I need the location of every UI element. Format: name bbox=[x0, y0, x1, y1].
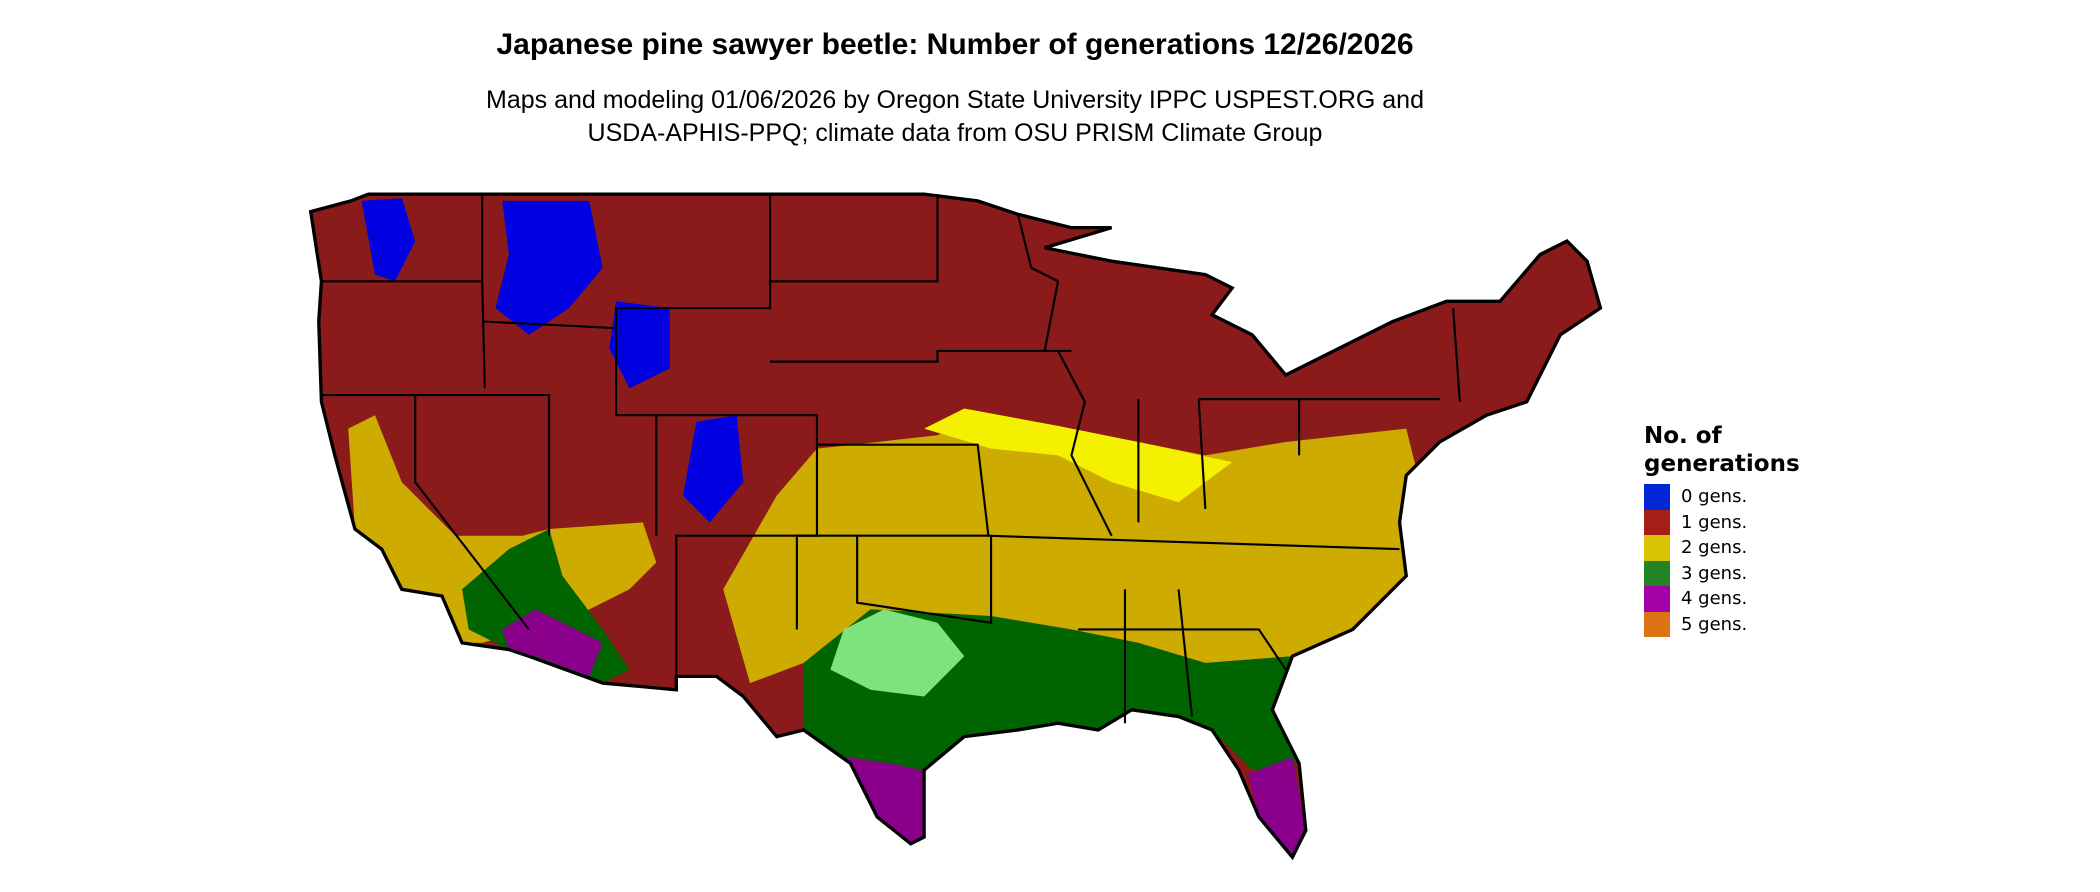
legend-label: 0 gens. bbox=[1681, 486, 1748, 508]
legend-swatch-2 bbox=[1644, 535, 1670, 561]
zone-0-gen-washington bbox=[361, 198, 416, 282]
legend-label: 3 gens. bbox=[1681, 562, 1748, 584]
zone-2-gen-east-highlight bbox=[924, 408, 1233, 503]
map-title: Japanese pine sawyer beetle: Number of g… bbox=[496, 28, 1414, 61]
legend-swatch-3 bbox=[1644, 560, 1670, 586]
legend-items: 0 gens. 1 gens. 2 gens. 3 gens. 4 gens. … bbox=[1644, 484, 1804, 637]
zone-2-gen-central bbox=[723, 421, 1420, 684]
zone-4-gen-texas bbox=[843, 756, 938, 844]
state-borders bbox=[321, 194, 1461, 724]
legend-swatch-0 bbox=[1644, 484, 1670, 510]
legend-item-5: 5 gens. bbox=[1644, 611, 1804, 637]
legend-swatch-4 bbox=[1644, 586, 1670, 612]
legend-title-line2: generations bbox=[1644, 451, 1800, 477]
legend-item-0: 0 gens. bbox=[1644, 484, 1804, 510]
legend-item-2: 2 gens. bbox=[1644, 535, 1804, 561]
legend-title: No. of generations bbox=[1644, 422, 1804, 478]
zone-0-gen-colorado bbox=[683, 415, 744, 523]
legend-title-line1: No. of bbox=[1644, 423, 1722, 449]
zone-0-gen-wyoming bbox=[609, 301, 670, 389]
legend-label: 4 gens. bbox=[1681, 588, 1748, 610]
zone-3-gen-light bbox=[830, 609, 965, 697]
map-subtitle-line2: USDA-APHIS-PPQ; climate data from OSU PR… bbox=[587, 119, 1323, 147]
map-subtitle-line1: Maps and modeling 01/06/2026 by Oregon S… bbox=[486, 86, 1424, 114]
legend-label: 1 gens. bbox=[1681, 511, 1748, 533]
legend: No. of generations 0 gens. 1 gens. 2 gen… bbox=[1644, 422, 1804, 637]
zone-4-gen-florida bbox=[1248, 756, 1306, 858]
legend-label: 5 gens. bbox=[1681, 613, 1748, 635]
legend-item-3: 3 gens. bbox=[1644, 560, 1804, 586]
zone-0-gen-idaho-montana bbox=[495, 200, 603, 335]
legend-item-4: 4 gens. bbox=[1644, 586, 1804, 612]
legend-swatch-5 bbox=[1644, 611, 1670, 637]
zone-2-gen-california bbox=[348, 415, 657, 643]
legend-item-1: 1 gens. bbox=[1644, 509, 1804, 535]
legend-swatch-1 bbox=[1644, 509, 1670, 535]
legend-label: 2 gens. bbox=[1681, 537, 1748, 559]
